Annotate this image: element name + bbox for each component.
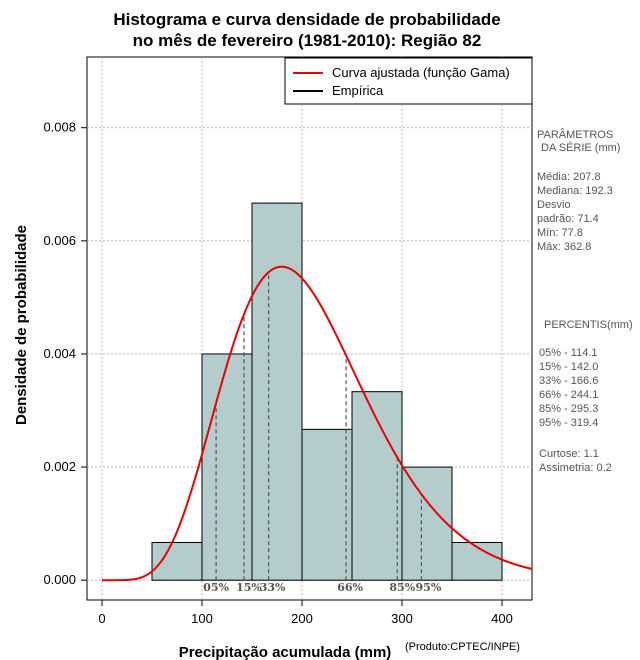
histogram-bars (151, 202, 503, 581)
plot-frame (86, 56, 533, 601)
params-heading-2: DA SÉRIE (mm) (541, 141, 620, 154)
chart-title-line-2: no mês de fevereiro (1981-2010): Região … (133, 31, 482, 50)
percentil-15: 15% - 142.0 (539, 361, 598, 373)
percentile-label: 85% (389, 581, 415, 594)
y-tick-label: 0.000 (43, 572, 76, 587)
percentile-label: 95% (416, 581, 442, 594)
x-tick-label: 200 (291, 611, 313, 626)
x-tick-label: 100 (191, 611, 213, 626)
y-tick-label: 0.006 (43, 233, 76, 248)
x-tick-label: 300 (391, 611, 413, 626)
legend-empirical-label: Empírica (332, 83, 384, 98)
histogram-bar (401, 466, 453, 581)
y-tick-label: 0.004 (43, 346, 76, 361)
histogram-bar (251, 202, 303, 581)
histogram-bar (151, 541, 203, 581)
params-heading-1: PARÂMETROS (537, 128, 613, 141)
percentil-66: 66% - 244.1 (539, 389, 598, 401)
stat-desvio-1: Desvio (537, 199, 571, 211)
legend: Curva ajustada (função Gama) Empírica (284, 57, 533, 105)
stat-min: Mín: 77.8 (537, 227, 583, 239)
stat-mediana: Mediana: 192.3 (537, 185, 613, 197)
x-tick-label: 0 (98, 611, 105, 626)
percentil-33: 33% - 166.6 (539, 375, 598, 387)
percentile-label: 66% (337, 581, 363, 594)
stat-media: Média: 207.8 (537, 171, 601, 183)
x-axis-label: Precipitação acumulada (mm) (179, 644, 392, 660)
product-credit: (Produto:CPTEC/INPE) (405, 641, 520, 653)
percentil-05: 05% - 114.1 (539, 347, 598, 359)
chart-title-line-1: Histograma e curva densidade de probabil… (113, 10, 500, 29)
gamma-curve (102, 265, 533, 582)
percentil-95: 95% - 319.4 (539, 417, 598, 429)
stat-max: Máx: 362.8 (537, 241, 591, 253)
axes: 0 100 200 300 400 0.000 0.002 0.004 0.006 0.008 (43, 120, 512, 626)
percentile-label: 15% (236, 581, 262, 594)
histogram-bar (301, 428, 353, 581)
percentile-label: 33% (260, 581, 286, 594)
percentile-markers: 05% 15%33% 66% 85% 95% (152, 272, 502, 594)
legend-box (284, 57, 533, 105)
y-tick-label: 0.008 (43, 120, 76, 135)
percentile-label: 05% (203, 581, 229, 594)
side-panel: PARÂMETROS DA SÉRIE (mm) Média: 207.8 Me… (537, 128, 633, 474)
y-tick-label: 0.002 (43, 459, 76, 474)
percentil-85: 85% - 295.3 (539, 403, 598, 415)
gamma-curve-layer (102, 265, 533, 582)
histogram-bar (451, 541, 503, 581)
y-axis-label: Densidade de probabilidade (13, 225, 30, 425)
percentis-heading: PERCENTIS(mm) (544, 319, 633, 331)
stat-assimetria: Assimetria: 0.2 (539, 462, 612, 474)
legend-curve-label: Curva ajustada (função Gama) (332, 65, 510, 80)
histogram-bar (351, 391, 403, 581)
stat-curtose: Curtose: 1.1 (539, 448, 599, 460)
stat-desvio-2: padrão: 71.4 (537, 213, 599, 225)
x-tick-label: 400 (491, 611, 513, 626)
